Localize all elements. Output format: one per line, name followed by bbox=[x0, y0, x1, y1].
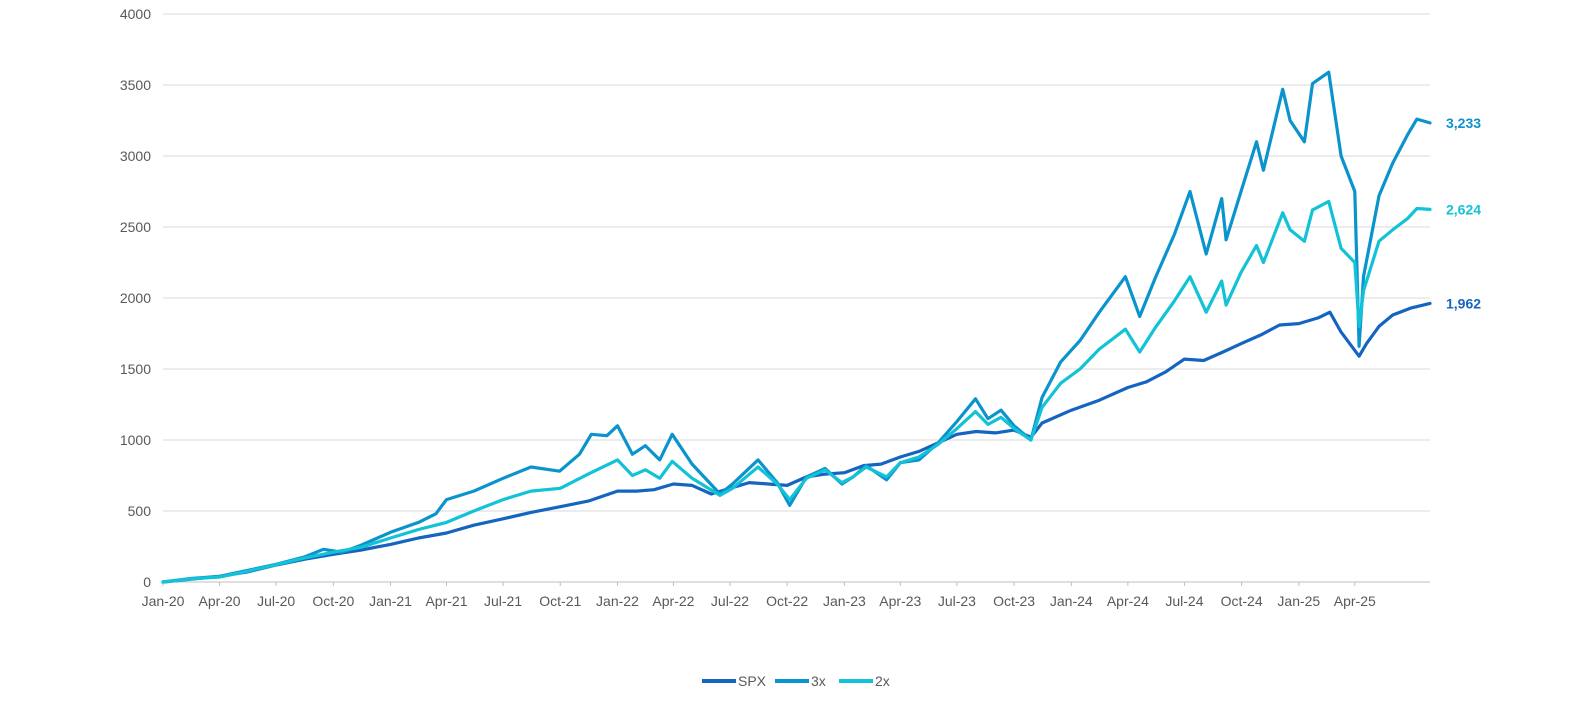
y-tick-label: 2000 bbox=[120, 290, 151, 306]
x-tick-label: Apr-24 bbox=[1107, 593, 1149, 609]
x-tick-label: Apr-25 bbox=[1334, 593, 1376, 609]
legend: SPX 3x 2x bbox=[702, 673, 890, 689]
legend-label-spx: SPX bbox=[738, 673, 767, 689]
y-axis-tick-labels: 0 500 1000 1500 2000 2500 3000 3500 4000 bbox=[120, 6, 151, 590]
y-tick-label: 2500 bbox=[120, 219, 151, 235]
x-tick-label: Apr-21 bbox=[425, 593, 467, 609]
y-tick-label: 0 bbox=[143, 574, 151, 590]
series-lines bbox=[161, 70, 1432, 584]
x-tick-label: Oct-20 bbox=[312, 593, 354, 609]
x-tick-label: Jul-22 bbox=[711, 593, 749, 609]
y-tick-label: 1000 bbox=[120, 432, 151, 448]
y-tick-label: 1500 bbox=[120, 361, 151, 377]
end-label-2x: 2,624 bbox=[1446, 201, 1481, 217]
x-tick-label: Oct-23 bbox=[993, 593, 1035, 609]
series-line-3x bbox=[161, 70, 1432, 584]
x-tick-label: Apr-22 bbox=[652, 593, 694, 609]
series-line-2x bbox=[161, 199, 1432, 584]
x-axis-tick-labels: Jan-20 Apr-20 Jul-20 Oct-20 Jan-21 Apr-21 Jul-… bbox=[142, 582, 1376, 609]
x-tick-label: Jul-24 bbox=[1165, 593, 1203, 609]
x-tick-label: Apr-23 bbox=[879, 593, 921, 609]
legend-label-2x: 2x bbox=[875, 673, 890, 689]
end-label-3x: 3,233 bbox=[1446, 115, 1481, 131]
x-tick-label: Jan-22 bbox=[596, 593, 639, 609]
end-label-spx: 1,962 bbox=[1446, 295, 1481, 311]
legend-label-3x: 3x bbox=[811, 673, 826, 689]
x-tick-label: Jul-20 bbox=[257, 593, 295, 609]
x-tick-label: Jan-25 bbox=[1277, 593, 1320, 609]
y-tick-label: 3000 bbox=[120, 148, 151, 164]
x-tick-label: Jan-21 bbox=[369, 593, 412, 609]
x-tick-label: Oct-21 bbox=[539, 593, 581, 609]
gridlines bbox=[163, 13, 1430, 512]
y-tick-label: 3500 bbox=[120, 77, 151, 93]
y-tick-label: 4000 bbox=[120, 6, 151, 22]
x-tick-label: Jan-23 bbox=[823, 593, 866, 609]
x-tick-label: Oct-24 bbox=[1221, 593, 1263, 609]
x-tick-label: Jan-20 bbox=[142, 593, 185, 609]
end-value-labels: 1,962 3,233 2,624 bbox=[1446, 115, 1481, 311]
x-tick-label: Apr-20 bbox=[199, 593, 241, 609]
x-tick-label: Jan-24 bbox=[1050, 593, 1093, 609]
series-line-spx bbox=[161, 301, 1432, 584]
x-tick-label: Jul-23 bbox=[938, 593, 976, 609]
x-tick-label: Jul-21 bbox=[484, 593, 522, 609]
x-tick-label: Oct-22 bbox=[766, 593, 808, 609]
y-tick-label: 500 bbox=[128, 503, 152, 519]
